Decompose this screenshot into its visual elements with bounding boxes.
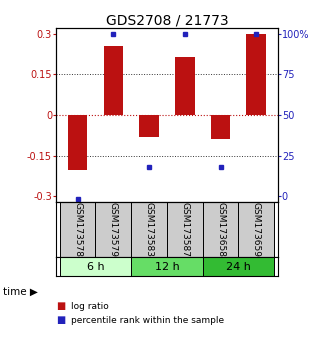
Bar	[139, 115, 159, 137]
Bar	[175, 57, 195, 115]
Bar	[211, 115, 230, 139]
Bar	[103, 46, 123, 115]
Bar	[95, 202, 131, 257]
Bar	[247, 34, 266, 115]
Text: GSM173659: GSM173659	[252, 202, 261, 257]
Bar	[239, 202, 274, 257]
Bar	[60, 202, 95, 257]
Text: ■: ■	[56, 315, 65, 325]
Text: GSM173583: GSM173583	[144, 202, 153, 257]
Text: 6 h: 6 h	[87, 262, 104, 272]
Bar	[131, 202, 167, 257]
Text: 12 h: 12 h	[154, 262, 179, 272]
Text: ■: ■	[56, 301, 65, 311]
Text: GSM173579: GSM173579	[109, 202, 118, 257]
Text: log ratio: log ratio	[71, 302, 108, 311]
Bar	[60, 257, 131, 276]
Bar	[203, 202, 239, 257]
Bar	[203, 257, 274, 276]
Text: time ▶: time ▶	[3, 287, 38, 297]
Bar	[68, 115, 87, 171]
Text: GSM173578: GSM173578	[73, 202, 82, 257]
Title: GDS2708 / 21773: GDS2708 / 21773	[106, 13, 228, 27]
Text: GSM173587: GSM173587	[180, 202, 189, 257]
Bar	[167, 202, 203, 257]
Text: GSM173658: GSM173658	[216, 202, 225, 257]
Text: percentile rank within the sample: percentile rank within the sample	[71, 316, 224, 325]
Bar	[131, 257, 203, 276]
Text: 24 h: 24 h	[226, 262, 251, 272]
